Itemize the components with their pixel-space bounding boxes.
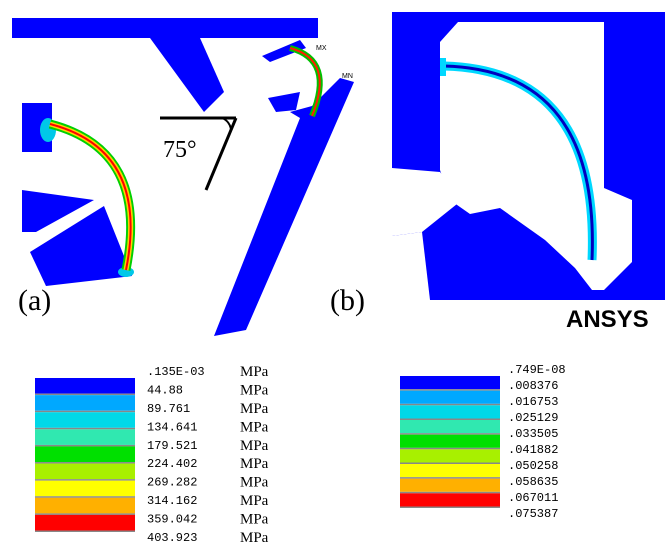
legend-label: .008376	[508, 379, 558, 393]
legend-label: 89.761	[147, 402, 190, 416]
model-b	[392, 12, 665, 300]
legend-separator	[35, 394, 135, 396]
legend-label: .041882	[508, 443, 558, 457]
legend-separator	[35, 531, 135, 533]
legend-label: .025129	[508, 411, 558, 425]
legend-band	[35, 498, 135, 514]
angle-annotation: 75°	[160, 118, 236, 190]
legend-band	[35, 378, 135, 394]
legend-label: 269.282	[147, 476, 197, 490]
legends: .135E-03 44.88 89.761 134.641 179.521 224.402…	[35, 363, 566, 546]
legend-label: .058635	[508, 475, 558, 489]
marker: MN	[342, 73, 353, 80]
legend-separator	[35, 479, 135, 481]
model-a-inset	[22, 103, 134, 286]
legend-unit: MPa	[240, 401, 269, 417]
legend-separator	[400, 404, 500, 406]
panel-label: (a)	[18, 284, 51, 317]
legend-band	[35, 412, 135, 428]
angle-label: 75°	[163, 137, 197, 163]
legend-label: .033505	[508, 427, 558, 441]
legend-band	[35, 481, 135, 497]
legend-separator	[400, 389, 500, 391]
legend-label: .135E-03	[147, 365, 205, 379]
legend-separator	[35, 445, 135, 447]
legend-separator	[35, 411, 135, 413]
legend-label: .050258	[508, 459, 558, 473]
legend-unit: MPa	[240, 364, 269, 380]
legend-label: .016753	[508, 395, 558, 409]
legend-separator	[400, 448, 500, 450]
legend-label: 44.88	[147, 383, 183, 397]
angle-arc	[222, 118, 231, 130]
legend-label: .067011	[508, 491, 558, 505]
legend-unit: MPa	[240, 419, 269, 435]
legend-band	[35, 429, 135, 445]
legend-label: .749E-08	[508, 363, 566, 377]
legend-unit: MPa	[240, 493, 269, 509]
logo: ANSYS	[566, 306, 649, 333]
legend-separator	[400, 463, 500, 465]
legend-band	[400, 464, 500, 477]
legend-label: .075387	[508, 507, 558, 521]
panel-label: (b)	[330, 284, 365, 317]
joint	[440, 58, 446, 76]
legend-separator	[400, 492, 500, 494]
legend-band	[35, 464, 135, 480]
legend-separator	[35, 462, 135, 464]
legend-unit: MPa	[240, 438, 269, 454]
marker: MX	[316, 45, 327, 52]
legend-band	[400, 405, 500, 418]
arm	[150, 38, 224, 112]
legend-label: 359.042	[147, 513, 197, 527]
legend-band	[400, 493, 500, 506]
legend-band	[35, 395, 135, 411]
legend-label: 403.923	[147, 531, 197, 545]
legend-band	[400, 479, 500, 492]
figure: x 75° MX MN (a) (b) ANSYS .135E-03 44.88 8…	[0, 0, 665, 550]
legend-band	[35, 446, 135, 462]
legend-band	[400, 376, 500, 389]
legend-band	[400, 391, 500, 404]
model-a-assembly: x	[10, 18, 354, 336]
axis-x: x	[10, 41, 14, 50]
legend-separator	[400, 507, 500, 509]
legend-unit: MPa	[240, 475, 269, 491]
legend-label: 224.402	[147, 457, 197, 471]
legend-unit: MPa	[240, 456, 269, 472]
legend-separator	[400, 477, 500, 479]
legend-separator	[35, 513, 135, 515]
legend-band	[400, 449, 500, 462]
legend-separator	[400, 433, 500, 435]
block	[268, 92, 300, 112]
legend-unit: MPa	[240, 530, 269, 546]
legend-unit: MPa	[240, 382, 269, 398]
legend-band	[400, 435, 500, 448]
legend-label: 179.521	[147, 439, 197, 453]
legend-label: 314.162	[147, 494, 197, 508]
legend-band	[400, 420, 500, 433]
legend-separator	[400, 419, 500, 421]
legend-unit: MPa	[240, 512, 269, 528]
legend-separator	[35, 428, 135, 430]
legend-label: 134.641	[147, 420, 197, 434]
legend-separator	[35, 496, 135, 498]
legend-band	[35, 515, 135, 531]
